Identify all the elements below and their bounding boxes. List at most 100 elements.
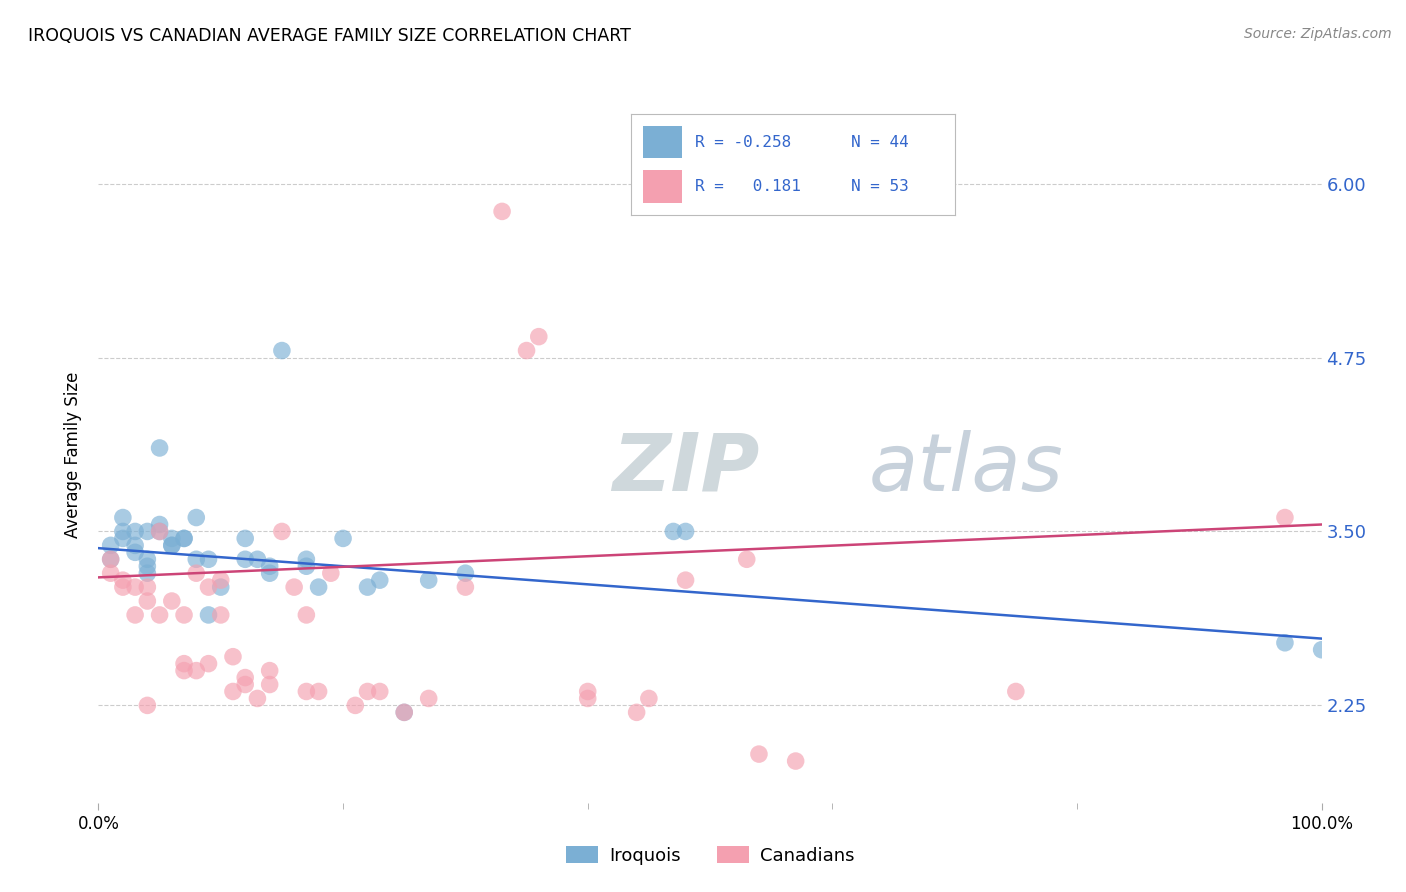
Point xyxy=(576,691,599,706)
Point xyxy=(149,517,172,532)
Point xyxy=(295,552,318,566)
Point xyxy=(259,566,281,581)
Point xyxy=(1274,636,1296,650)
Point xyxy=(100,552,122,566)
Point xyxy=(111,510,134,524)
Point xyxy=(222,649,245,664)
Point xyxy=(100,552,122,566)
Point xyxy=(295,559,318,574)
Point xyxy=(124,580,146,594)
Point xyxy=(186,552,208,566)
Point xyxy=(173,532,195,546)
Point xyxy=(186,510,208,524)
Point xyxy=(344,698,367,713)
Text: atlas: atlas xyxy=(869,430,1064,508)
Point xyxy=(111,532,134,546)
Point xyxy=(270,524,294,539)
Point xyxy=(160,538,183,552)
Point xyxy=(392,706,416,720)
Point xyxy=(332,532,354,546)
Point xyxy=(233,552,256,566)
Point xyxy=(1310,642,1333,657)
Point xyxy=(136,552,159,566)
Point xyxy=(124,538,146,552)
Point xyxy=(454,580,477,594)
Point xyxy=(295,607,318,622)
Point xyxy=(111,573,134,587)
Point xyxy=(785,754,807,768)
Point xyxy=(197,552,219,566)
Point xyxy=(100,538,122,552)
Point xyxy=(186,566,208,581)
Point xyxy=(748,747,770,761)
Point xyxy=(491,204,513,219)
Point xyxy=(527,329,550,343)
Point xyxy=(197,607,219,622)
Point xyxy=(662,524,685,539)
Point xyxy=(136,580,159,594)
Point xyxy=(149,441,172,455)
Point xyxy=(392,706,416,720)
Point xyxy=(209,573,232,587)
Point xyxy=(149,524,172,539)
Point xyxy=(186,664,208,678)
Point xyxy=(111,580,134,594)
Point xyxy=(356,684,378,698)
Point xyxy=(270,343,294,358)
Point xyxy=(173,607,195,622)
Text: IROQUOIS VS CANADIAN AVERAGE FAMILY SIZE CORRELATION CHART: IROQUOIS VS CANADIAN AVERAGE FAMILY SIZE… xyxy=(28,27,631,45)
Point xyxy=(233,532,256,546)
Point xyxy=(308,684,330,698)
Point xyxy=(283,580,305,594)
Point xyxy=(735,552,758,566)
Point xyxy=(124,607,146,622)
Point xyxy=(124,545,146,559)
Point xyxy=(638,691,661,706)
Point xyxy=(197,657,219,671)
Text: ZIP: ZIP xyxy=(612,430,759,508)
Point xyxy=(233,677,256,691)
Point xyxy=(209,607,232,622)
Point xyxy=(1004,684,1026,698)
Point xyxy=(149,524,172,539)
Point xyxy=(160,532,183,546)
Point xyxy=(319,566,342,581)
Point xyxy=(308,580,330,594)
Point xyxy=(259,664,281,678)
Point xyxy=(197,580,219,594)
Point xyxy=(675,524,697,539)
Point xyxy=(136,524,159,539)
Y-axis label: Average Family Size: Average Family Size xyxy=(65,372,83,538)
Point xyxy=(160,538,183,552)
Point xyxy=(111,524,134,539)
Point xyxy=(295,684,318,698)
Point xyxy=(1274,510,1296,524)
Point xyxy=(222,684,245,698)
Point xyxy=(173,664,195,678)
Point xyxy=(246,552,269,566)
Point xyxy=(259,559,281,574)
Point xyxy=(149,607,172,622)
Point xyxy=(675,573,697,587)
Point xyxy=(173,657,195,671)
Point xyxy=(259,677,281,691)
Point xyxy=(136,594,159,608)
Point xyxy=(246,691,269,706)
Legend: Iroquois, Canadians: Iroquois, Canadians xyxy=(557,837,863,874)
Point xyxy=(515,343,537,358)
Point xyxy=(418,691,440,706)
Point xyxy=(454,566,477,581)
Point xyxy=(100,566,122,581)
Point xyxy=(576,684,599,698)
Point xyxy=(124,524,146,539)
Point xyxy=(209,580,232,594)
Point xyxy=(136,698,159,713)
Point xyxy=(136,559,159,574)
Point xyxy=(418,573,440,587)
Text: Source: ZipAtlas.com: Source: ZipAtlas.com xyxy=(1244,27,1392,41)
Point xyxy=(173,532,195,546)
Point xyxy=(160,594,183,608)
Point xyxy=(368,573,391,587)
Point xyxy=(356,580,378,594)
Point xyxy=(136,566,159,581)
